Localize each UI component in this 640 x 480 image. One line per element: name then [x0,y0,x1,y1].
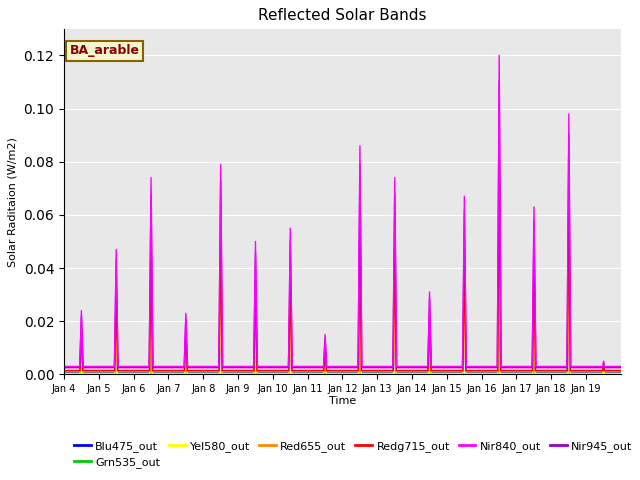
Legend: Blu475_out, Grn535_out, Yel580_out, Red655_out, Redg715_out, Nir840_out, Nir945_: Blu475_out, Grn535_out, Yel580_out, Red6… [70,436,637,472]
Title: Reflected Solar Bands: Reflected Solar Bands [258,9,427,24]
Text: BA_arable: BA_arable [70,44,140,57]
X-axis label: Time: Time [329,396,356,406]
Y-axis label: Solar Raditaion (W/m2): Solar Raditaion (W/m2) [8,137,18,266]
